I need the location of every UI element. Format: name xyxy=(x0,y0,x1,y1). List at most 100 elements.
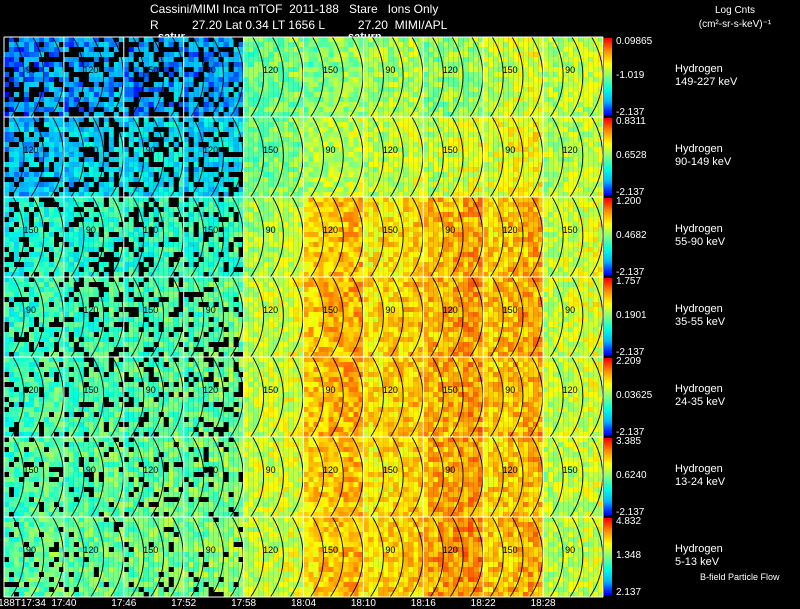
panel-species-label: Hydrogen 149-227 keV xyxy=(675,63,737,89)
energy-range: 35-55 keV xyxy=(675,315,726,328)
contour-label: 120 xyxy=(83,545,98,555)
heatmap-cell: 120 xyxy=(4,116,64,198)
contour-label: 150 xyxy=(503,65,518,75)
heatmap-cell: 120 xyxy=(363,356,424,438)
contour-label: 120 xyxy=(263,545,278,555)
contour-label: 150 xyxy=(383,465,398,475)
heatmap-cell: 90 xyxy=(543,516,604,598)
contour-label: 90 xyxy=(565,65,575,75)
contour-label: 150 xyxy=(83,145,98,155)
colorbar-7 xyxy=(604,518,612,596)
contour-label: 150 xyxy=(203,225,218,235)
contour-label: 150 xyxy=(263,385,278,395)
heatmap-cell: 150 xyxy=(123,516,184,598)
contour-label: 150 xyxy=(383,225,398,235)
heatmap-cell: 90 xyxy=(123,356,184,438)
contour-label: 90 xyxy=(505,145,515,155)
contour-label: 90 xyxy=(565,305,575,315)
heatmap-cell: 90 xyxy=(543,276,604,358)
contour-label: 120 xyxy=(263,305,278,315)
heatmap-cell: 90 xyxy=(483,116,544,198)
x-tick-label: 17:52 xyxy=(171,598,197,609)
energy-range: 24-35 keV xyxy=(675,395,726,408)
heatmap-cell: 120 xyxy=(123,196,184,278)
contour-label: 150 xyxy=(503,545,518,555)
colorbar-6 xyxy=(604,438,612,516)
heatmap-cell: 150 xyxy=(363,196,424,278)
x-tick-label: 18:22 xyxy=(470,598,496,609)
x-tick-label: 18:28 xyxy=(530,598,556,609)
colorbar-mid-label: 1.348 xyxy=(616,550,642,562)
panel-1: 90 120 150 90 120 150 90 120 150 90 xyxy=(4,36,604,118)
contour-label: 90 xyxy=(385,305,395,315)
heatmap-cell: 90 xyxy=(303,116,364,198)
panel-7: 90 120 150 90 120 150 90 120 150 90 xyxy=(4,516,604,598)
species-name: Hydrogen xyxy=(675,62,723,75)
contour-label: 120 xyxy=(263,65,278,75)
colorbar-max-label: 3.385 xyxy=(616,436,642,447)
contour-label: 90 xyxy=(505,385,515,395)
contour-label: 120 xyxy=(503,465,518,475)
colorbar-max-label: 4.832 xyxy=(616,516,642,527)
contour-label: 120 xyxy=(323,225,338,235)
heatmap-cell: 150 xyxy=(243,356,304,438)
heatmap-cell: 120 xyxy=(63,516,124,598)
contour-label: 120 xyxy=(503,225,518,235)
colorbar-mid-label: 0.6240 xyxy=(616,470,647,482)
colorbar-mid-label: 0.4682 xyxy=(616,230,647,242)
heatmap-cell: 120 xyxy=(243,276,304,358)
heatmap-cell: 120 xyxy=(543,356,604,438)
contour-label: 90 xyxy=(146,145,156,155)
contour-label: 90 xyxy=(266,225,276,235)
header-line-2: R 27.20 Lat 0.34 LT 1656 L 27.20 MIMI/AP… xyxy=(150,18,448,32)
x-tick-label: 18:16 xyxy=(410,598,436,609)
contour-label: 150 xyxy=(263,145,278,155)
colorbar-min-label: -2.137 xyxy=(616,507,645,518)
panel-species-label: Hydrogen 35-55 keV xyxy=(675,303,725,329)
species-name: Hydrogen xyxy=(675,462,723,475)
heatmap-cell: 150 xyxy=(423,356,484,438)
energy-range: 5-13 keV xyxy=(675,555,720,568)
heatmap-cell: 150 xyxy=(303,36,364,118)
contour-label: 90 xyxy=(325,385,335,395)
heatmap-cell: 90 xyxy=(243,436,304,518)
heatmap-cell: 120 xyxy=(183,116,244,198)
panel-species-label: Hydrogen 13-24 keV xyxy=(675,463,725,489)
heatmap-cell: 150 xyxy=(363,436,424,518)
colorbar-5 xyxy=(604,358,612,436)
contour-label: 120 xyxy=(563,145,578,155)
contour-label: 90 xyxy=(445,465,455,475)
contour-label: 150 xyxy=(323,65,338,75)
heatmap-cell: 120 xyxy=(363,116,424,198)
colorbar-min-label: -2.137 xyxy=(616,267,645,278)
heatmap-cell: 150 xyxy=(543,196,604,278)
heatmap-cell: 120 xyxy=(303,436,364,518)
contour-label: 120 xyxy=(83,65,98,75)
heatmap-cell: 150 xyxy=(183,436,244,518)
heatmap-cell: 90 xyxy=(363,516,424,598)
species-name: Hydrogen xyxy=(675,302,723,315)
contour-label: 90 xyxy=(86,465,96,475)
energy-range: 90-149 keV xyxy=(675,155,732,168)
heatmap-cell: 90 xyxy=(4,276,64,358)
heatmap-cell: 90 xyxy=(123,116,184,198)
contour-label: 150 xyxy=(323,545,338,555)
panel-2: 120 150 90 120 150 90 120 150 90 120 xyxy=(4,116,604,198)
heatmap-cell: 150 xyxy=(303,276,364,358)
contour-label: 90 xyxy=(206,65,216,75)
colorbar-mid-label: 0.03625 xyxy=(616,390,653,402)
heatmap-cell: 90 xyxy=(183,36,244,118)
colorbar-max-label: 0.8311 xyxy=(616,116,646,127)
contour-label: 90 xyxy=(26,305,36,315)
panel-species-label: Hydrogen 90-149 keV xyxy=(675,143,731,169)
heatmap-cell: 90 xyxy=(423,196,484,278)
contour-label: 150 xyxy=(23,225,38,235)
heatmap-cell: 150 xyxy=(483,276,544,358)
contour-label: 120 xyxy=(383,385,398,395)
heatmap-cell: 150 xyxy=(423,116,484,198)
heatmap-cell: 150 xyxy=(63,116,124,198)
contour-label: 120 xyxy=(443,305,458,315)
contour-label: 120 xyxy=(443,545,458,555)
heatmap-cell: 120 xyxy=(423,516,484,598)
